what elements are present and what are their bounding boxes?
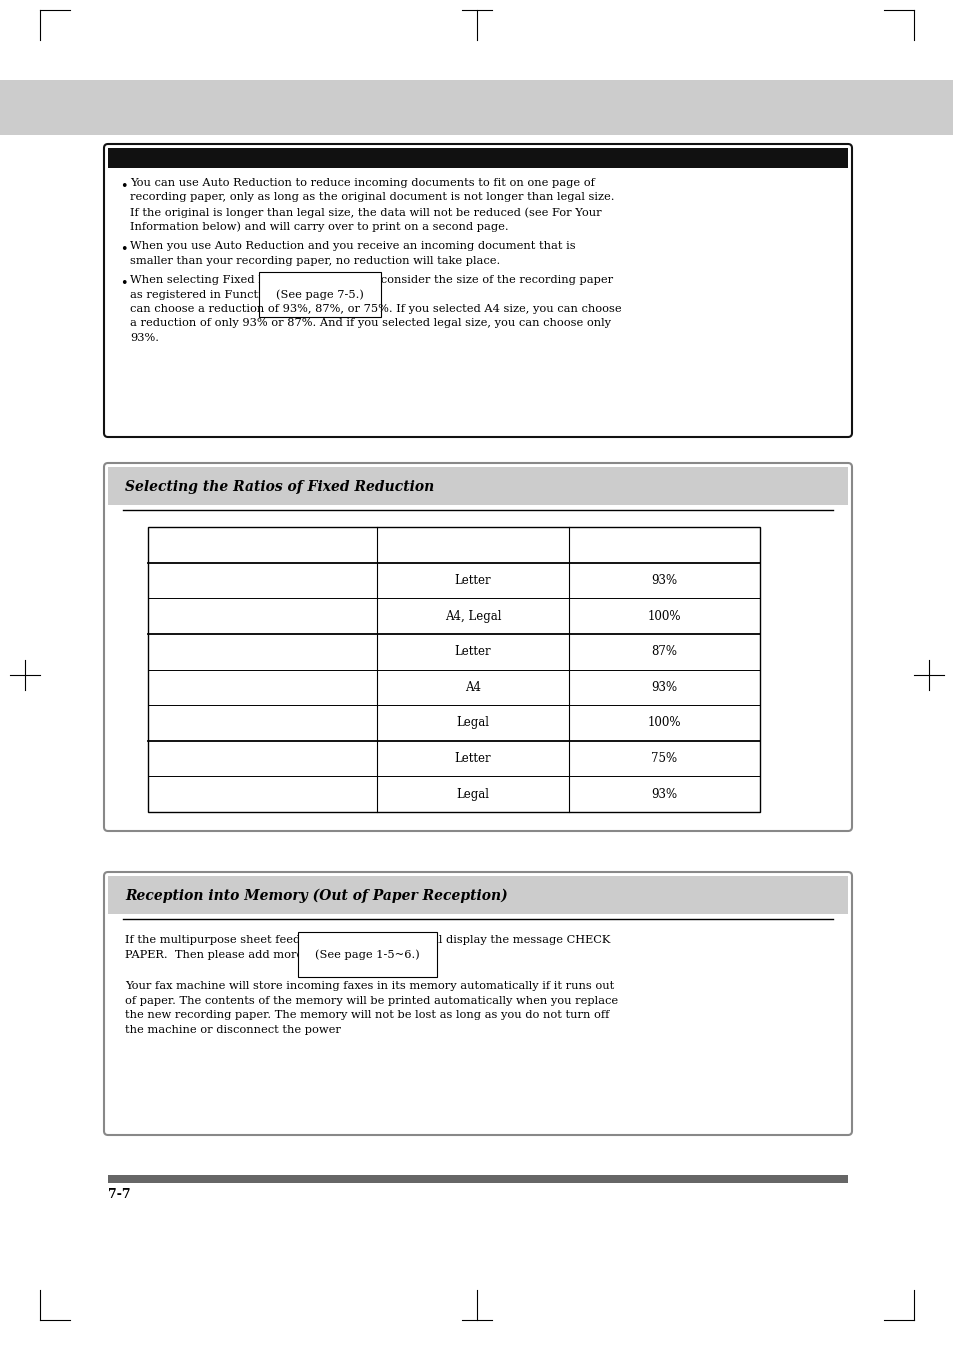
Text: A4, Legal: A4, Legal <box>444 609 501 623</box>
Text: If the original is longer than legal size, the data will not be reduced (see For: If the original is longer than legal siz… <box>130 207 601 218</box>
Text: the machine or disconnect the power: the machine or disconnect the power <box>125 1025 340 1035</box>
Text: •: • <box>120 180 128 193</box>
Text: Letter: Letter <box>455 753 491 765</box>
Bar <box>108 875 847 915</box>
Text: Reception into Memory (Out of Paper Reception): Reception into Memory (Out of Paper Rece… <box>125 889 507 904</box>
Text: Legal: Legal <box>456 788 489 801</box>
Text: If the multipurpose sheet feeder is empty, the LCD will display the message CHEC: If the multipurpose sheet feeder is empt… <box>125 935 610 944</box>
Text: •: • <box>120 277 128 290</box>
Text: •: • <box>120 243 128 255</box>
Text: (See page 1-5~6.): (See page 1-5~6.) <box>314 950 419 961</box>
Bar <box>0 80 953 135</box>
Text: 93%: 93% <box>651 681 677 694</box>
Bar <box>108 1175 847 1183</box>
Text: (See page 7-5.): (See page 7-5.) <box>276 289 364 300</box>
Text: When you use Auto Reduction and you receive an incoming document that is: When you use Auto Reduction and you rece… <box>130 240 575 251</box>
Text: can choose a reduction of 93%, 87%, or 75%. If you selected A4 size, you can cho: can choose a reduction of 93%, 87%, or 7… <box>130 304 621 313</box>
Text: the new recording paper. The memory will not be lost as long as you do not turn : the new recording paper. The memory will… <box>125 1011 609 1020</box>
Text: 75%: 75% <box>651 753 677 765</box>
Text: a reduction of only 93% or 87%. And if you selected legal size, you can choose o: a reduction of only 93% or 87%. And if y… <box>130 319 610 328</box>
Text: 93%: 93% <box>651 574 677 586</box>
Text: A4: A4 <box>465 681 480 694</box>
Text: Letter: Letter <box>455 646 491 658</box>
Text: 87%: 87% <box>651 646 677 658</box>
Text: Selecting the Ratios of Fixed Reduction: Selecting the Ratios of Fixed Reduction <box>125 480 434 494</box>
FancyBboxPatch shape <box>104 871 851 1135</box>
FancyBboxPatch shape <box>104 145 851 436</box>
Text: Information below) and will carry over to print on a second page.: Information below) and will carry over t… <box>130 222 508 232</box>
Text: PAPER.  Then please add more recording paper.: PAPER. Then please add more recording pa… <box>125 950 403 959</box>
Text: of paper. The contents of the memory will be printed automatically when you repl: of paper. The contents of the memory wil… <box>125 996 618 1006</box>
Text: Legal: Legal <box>456 716 489 730</box>
Text: Your fax machine will store incoming faxes in its memory automatically if it run: Your fax machine will store incoming fax… <box>125 981 614 992</box>
Text: 7-7: 7-7 <box>108 1188 131 1201</box>
Text: 93%.: 93%. <box>130 332 159 343</box>
Text: When selecting Fixed Reduction, you must consider the size of the recording pape: When selecting Fixed Reduction, you must… <box>130 276 613 285</box>
Text: as registered in Function menu 5-6.: as registered in Function menu 5-6. <box>130 289 337 300</box>
FancyBboxPatch shape <box>104 463 851 831</box>
Text: Letter: Letter <box>455 574 491 586</box>
Text: 100%: 100% <box>647 716 680 730</box>
Bar <box>148 527 760 812</box>
Bar <box>108 467 847 505</box>
Text: You can use Auto Reduction to reduce incoming documents to fit on one page of: You can use Auto Reduction to reduce inc… <box>130 178 595 188</box>
Text: smaller than your recording paper, no reduction will take place.: smaller than your recording paper, no re… <box>130 255 499 266</box>
Text: recording paper, only as long as the original document is not longer than legal : recording paper, only as long as the ori… <box>130 192 614 203</box>
Text: 93%: 93% <box>651 788 677 801</box>
Text: 100%: 100% <box>647 609 680 623</box>
Bar <box>108 149 847 168</box>
